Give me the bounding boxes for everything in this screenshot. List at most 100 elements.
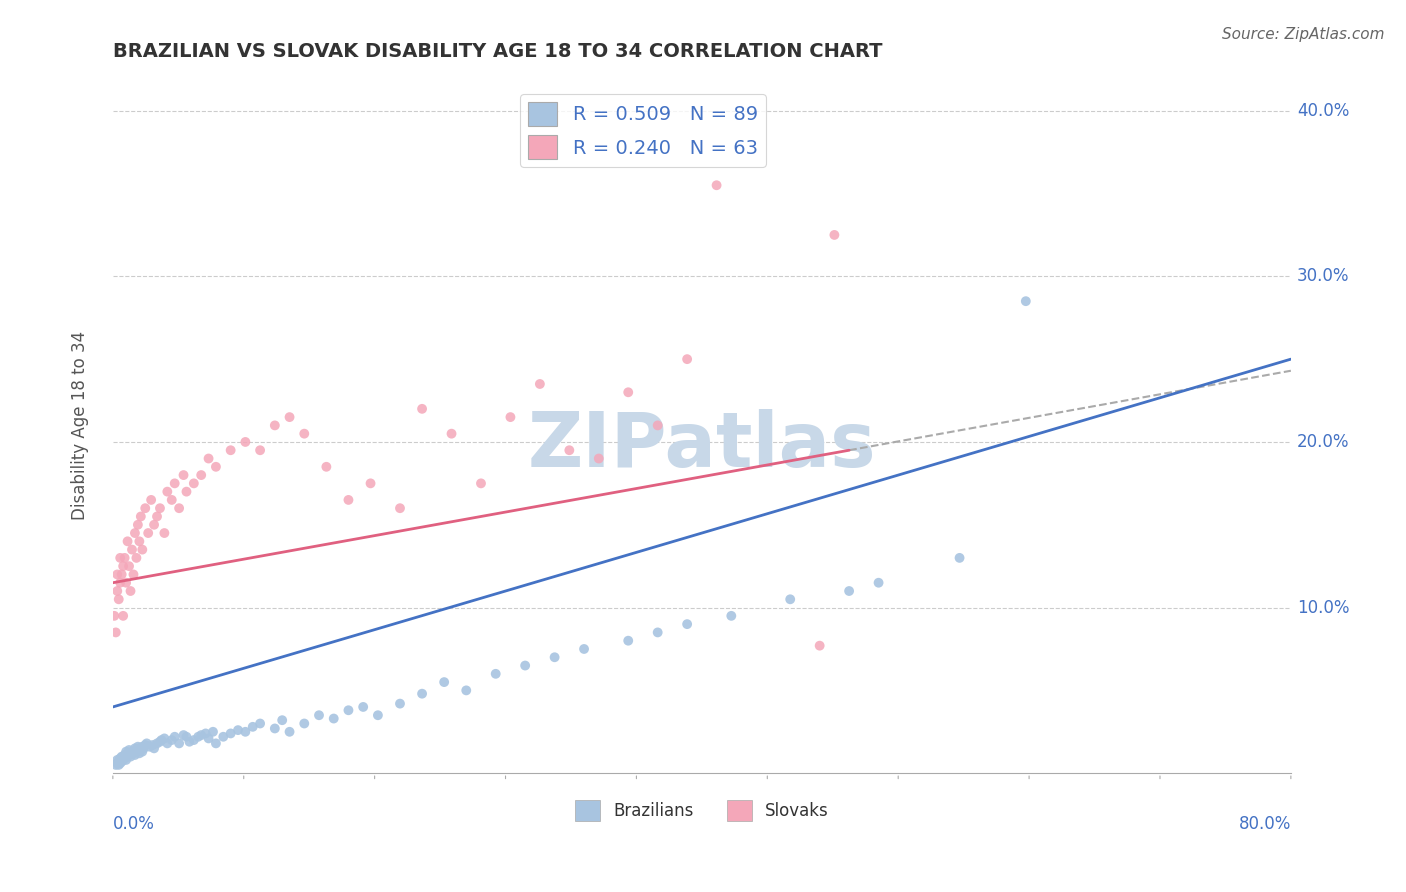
Point: [173, 468, 195, 483]
Point: [411, 687, 433, 701]
Point: [456, 683, 478, 698]
Point: [129, 743, 152, 757]
Point: [235, 724, 257, 739]
Point: [115, 745, 138, 759]
Point: [114, 751, 136, 765]
Point: [134, 501, 156, 516]
Point: [107, 755, 129, 769]
Point: [543, 650, 565, 665]
Point: [111, 749, 134, 764]
Point: [125, 745, 148, 759]
Point: [515, 658, 537, 673]
Point: [190, 468, 212, 483]
Point: [124, 526, 146, 541]
Point: [121, 542, 143, 557]
Point: [337, 703, 360, 717]
Y-axis label: Disability Age 18 to 34: Disability Age 18 to 34: [72, 331, 89, 520]
Point: [160, 733, 183, 747]
Point: [219, 726, 242, 740]
Text: 0.0%: 0.0%: [112, 815, 155, 833]
Point: [647, 418, 669, 433]
Text: 30.0%: 30.0%: [1296, 268, 1350, 285]
Point: [122, 567, 145, 582]
Point: [167, 736, 190, 750]
Point: [868, 575, 890, 590]
Point: [572, 642, 595, 657]
Point: [143, 517, 166, 532]
Point: [131, 739, 153, 754]
Point: [226, 723, 249, 738]
Point: [205, 736, 228, 750]
Point: [308, 708, 330, 723]
Point: [120, 749, 142, 764]
Point: [114, 550, 136, 565]
Point: [779, 592, 801, 607]
Point: [105, 756, 128, 771]
Point: [292, 426, 315, 441]
Point: [118, 743, 141, 757]
Point: [219, 443, 242, 458]
Point: [322, 712, 344, 726]
Point: [110, 550, 132, 565]
Point: [278, 724, 301, 739]
Point: [131, 542, 153, 557]
Point: [122, 747, 145, 761]
Point: [201, 724, 224, 739]
Point: [249, 443, 271, 458]
Point: [163, 730, 186, 744]
Point: [105, 567, 128, 582]
Point: [117, 749, 139, 764]
Text: BRAZILIAN VS SLOVAK DISABILITY AGE 18 TO 34 CORRELATION CHART: BRAZILIAN VS SLOVAK DISABILITY AGE 18 TO…: [112, 42, 883, 61]
Point: [194, 726, 217, 740]
Point: [173, 728, 195, 742]
Point: [235, 434, 257, 449]
Point: [179, 735, 201, 749]
Point: [131, 745, 153, 759]
Point: [150, 733, 173, 747]
Point: [118, 559, 141, 574]
Point: [139, 492, 162, 507]
Point: [110, 756, 132, 771]
Point: [156, 484, 179, 499]
Point: [142, 738, 165, 752]
Point: [134, 738, 156, 752]
Point: [129, 509, 152, 524]
Point: [115, 575, 138, 590]
Point: [117, 534, 139, 549]
Point: [167, 501, 190, 516]
Point: [135, 736, 157, 750]
Point: [104, 625, 127, 640]
Point: [104, 758, 127, 772]
Point: [156, 736, 179, 750]
Point: [103, 608, 125, 623]
Point: [197, 731, 219, 746]
Legend: Brazilians, Slovaks: Brazilians, Slovaks: [568, 794, 835, 828]
Point: [112, 559, 135, 574]
Point: [111, 755, 134, 769]
Point: [808, 639, 831, 653]
Text: 40.0%: 40.0%: [1296, 102, 1350, 120]
Point: [205, 459, 228, 474]
Point: [146, 509, 169, 524]
Point: [132, 741, 155, 756]
Point: [337, 492, 360, 507]
Point: [176, 730, 198, 744]
Text: Source: ZipAtlas.com: Source: ZipAtlas.com: [1222, 27, 1385, 42]
Point: [112, 749, 135, 764]
Point: [163, 476, 186, 491]
Point: [124, 747, 146, 762]
Point: [706, 178, 728, 193]
Point: [127, 739, 149, 754]
Point: [153, 731, 176, 746]
Point: [146, 736, 169, 750]
Text: 10.0%: 10.0%: [1296, 599, 1350, 616]
Point: [112, 608, 135, 623]
Point: [647, 625, 669, 640]
Point: [676, 617, 699, 632]
Point: [212, 730, 235, 744]
Point: [249, 716, 271, 731]
Point: [107, 592, 129, 607]
Point: [292, 716, 315, 731]
Point: [485, 666, 508, 681]
Point: [127, 517, 149, 532]
